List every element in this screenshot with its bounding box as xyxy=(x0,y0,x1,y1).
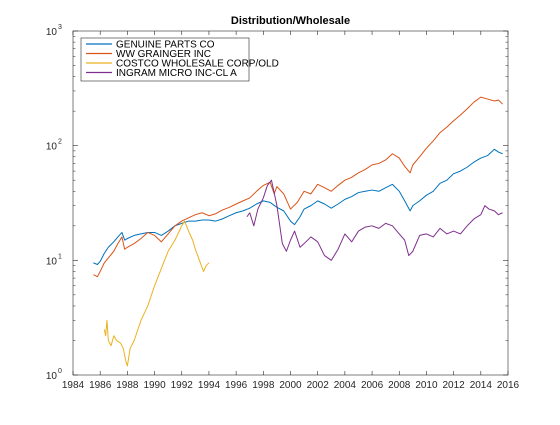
ticks-layer: 1984 1986 1988 1990 1992 1994 1996 1998 2000 2002… xyxy=(46,24,520,391)
x-tick-label: 2008 xyxy=(388,380,411,391)
legend-label-3: INGRAM MICRO INC-CL A xyxy=(116,68,237,79)
x-tick-label: 1994 xyxy=(198,380,221,391)
x-tick-label: 2006 xyxy=(361,380,384,391)
legend-label-0: GENUINE PARTS CO xyxy=(116,40,215,51)
x-tick-label: 1996 xyxy=(225,380,248,391)
x-tick-label: 2004 xyxy=(334,380,357,391)
series-line-1 xyxy=(93,96,503,278)
legend-label-2: COSTCO WHOLESALE CORP/OLD xyxy=(116,59,279,70)
x-tick-label: 2010 xyxy=(415,380,438,391)
y-tick-exponent: 1 xyxy=(58,253,62,260)
x-tick-label: 2002 xyxy=(307,380,330,391)
y-tick-exponent: 2 xyxy=(58,139,62,146)
x-tick-label: 1990 xyxy=(143,380,166,391)
x-tick-label: 2016 xyxy=(497,380,520,391)
x-tick-label: 1986 xyxy=(89,380,112,391)
series-layer xyxy=(93,96,503,367)
plot-area xyxy=(73,31,508,375)
x-tick-label: 2000 xyxy=(279,380,302,391)
x-tick-label: 2014 xyxy=(470,380,493,391)
y-tick-label: 10 xyxy=(46,371,58,382)
chart-title: Distribution/Wholesale xyxy=(231,15,350,27)
series-line-2 xyxy=(103,220,210,367)
x-tick-label: 1992 xyxy=(171,380,194,391)
y-tick-label: 10 xyxy=(46,27,58,38)
legend-label-1: WW GRAINGER INC xyxy=(116,49,211,60)
y-tick-label: 10 xyxy=(46,256,58,267)
x-tick-label: 1988 xyxy=(116,380,139,391)
legend-box xyxy=(80,37,250,82)
y-tick-exponent: 3 xyxy=(58,24,62,31)
x-tick-label: 1998 xyxy=(252,380,275,391)
series-line-0 xyxy=(93,148,503,265)
x-tick-label: 2012 xyxy=(443,380,466,391)
x-tick-label: 1984 xyxy=(62,380,85,391)
y-tick-label: 10 xyxy=(46,142,58,153)
y-tick-exponent: 0 xyxy=(58,368,62,375)
series-line-3 xyxy=(246,179,503,261)
